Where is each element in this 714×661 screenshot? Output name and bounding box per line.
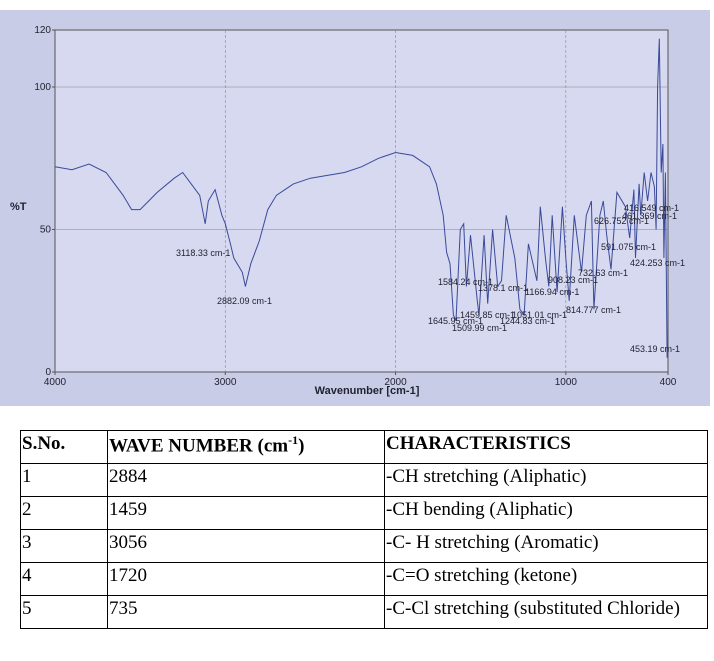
table-cell: -C-Cl stretching (substituted Chloride) [384, 595, 708, 629]
y-tick-label: 50 [40, 225, 52, 236]
peak-annotation: 1509.99 cm-1 [452, 323, 507, 333]
table-row: 1 2884 -CH stretching (Aliphatic) [20, 463, 708, 497]
table-cell: 4 [20, 562, 108, 596]
peak-annotation: 814.777 cm-1 [566, 305, 621, 315]
table-row: 2 1459 -CH bending (Aliphatic) [20, 496, 708, 530]
header-cell: CHARACTERISTICS [384, 430, 708, 464]
peak-annotation: 461.369 cm-1 [622, 211, 677, 221]
peak-annotation: 1166.94 cm-1 [525, 287, 579, 297]
table-row: 5 735 -C-Cl stretching (substituted Chlori… [20, 595, 708, 629]
peak-annotation: 1051.01 cm-1 [512, 310, 567, 320]
header-row: S.No. WAVE NUMBER (cm-1) CHARACTERISTICS [20, 430, 708, 464]
spectrum-photo: %T Wavenumber [cm-1] 0 50 100 120 4000 3000 20… [0, 10, 710, 406]
table-cell: 1459 [107, 496, 385, 530]
table-cell: 735 [107, 595, 385, 629]
x-tick-label: 1000 [555, 377, 578, 388]
spectrum-line [54, 38, 668, 358]
header-text: WAVE NUMBER (cm [109, 435, 289, 457]
peak-annotation: 3118.33 cm-1 [176, 248, 230, 258]
peak-annotation: 591.075 cm-1 [601, 242, 656, 252]
table-cell: -C- H stretching (Aromatic) [384, 529, 708, 563]
y-tick-label: 0 [45, 367, 51, 378]
table-cell: 1 [20, 463, 108, 497]
header-cell: S.No. [20, 430, 108, 464]
peak-annotation: 1244.83 cm-1 [500, 316, 555, 326]
x-tick-label: 4000 [44, 377, 67, 388]
peak-annotation: 1459.85 cm-1 [460, 310, 515, 320]
x-tick-label: 400 [660, 377, 677, 388]
table-row: 4 1720 -C=O stretching (ketone) [20, 562, 708, 596]
peak-annotation: 908.23 cm-1 [548, 275, 598, 285]
peak-annotation: 1645.95 cm-1 [428, 316, 483, 326]
table-row: 3 3056 -C- H stretching (Aromatic) [20, 529, 708, 563]
peak-annotation: 626.752 cm-1 [594, 216, 649, 226]
table-cell: -CH stretching (Aliphatic) [384, 463, 708, 497]
y-axis-label: %T [10, 201, 27, 213]
table-cell: 2 [20, 496, 108, 530]
table-cell: 2884 [107, 463, 385, 497]
header-cell: WAVE NUMBER (cm-1) [107, 430, 385, 464]
peak-annotation: 732.63 cm-1 [578, 268, 628, 278]
peak-annotation: 453.19 cm-1 [630, 344, 680, 354]
table-cell: -CH bending (Aliphatic) [384, 496, 708, 530]
table-cell: 3056 [107, 529, 385, 563]
table-cell: 5 [20, 595, 108, 629]
table-cell: 3 [20, 529, 108, 563]
table-cell: 1720 [107, 562, 385, 596]
peak-annotation: 416.549 cm-1 [624, 203, 679, 213]
peak-annotation: 1584.24 cm-1 [438, 277, 493, 287]
table-cell: -C=O stretching (ketone) [384, 562, 708, 596]
peak-annotation: 424.253 cm-1 [630, 258, 685, 268]
peak-annotation: 2882.09 cm-1 [217, 296, 272, 306]
x-axis-label: Wavenumber [cm-1] [315, 385, 420, 397]
y-tick-label: 100 [34, 82, 51, 93]
ir-table: S.No. WAVE NUMBER (cm-1) CHARACTERISTICS 1… [20, 430, 708, 629]
header-text: ) [298, 435, 305, 457]
y-tick-label: 120 [34, 25, 51, 36]
plot-area [54, 29, 669, 373]
x-tick-label: 3000 [214, 377, 237, 388]
header-superscript: -1 [288, 433, 299, 447]
peak-annotation: 1378.1 cm-1 [478, 283, 528, 293]
x-tick-label: 2000 [384, 377, 407, 388]
